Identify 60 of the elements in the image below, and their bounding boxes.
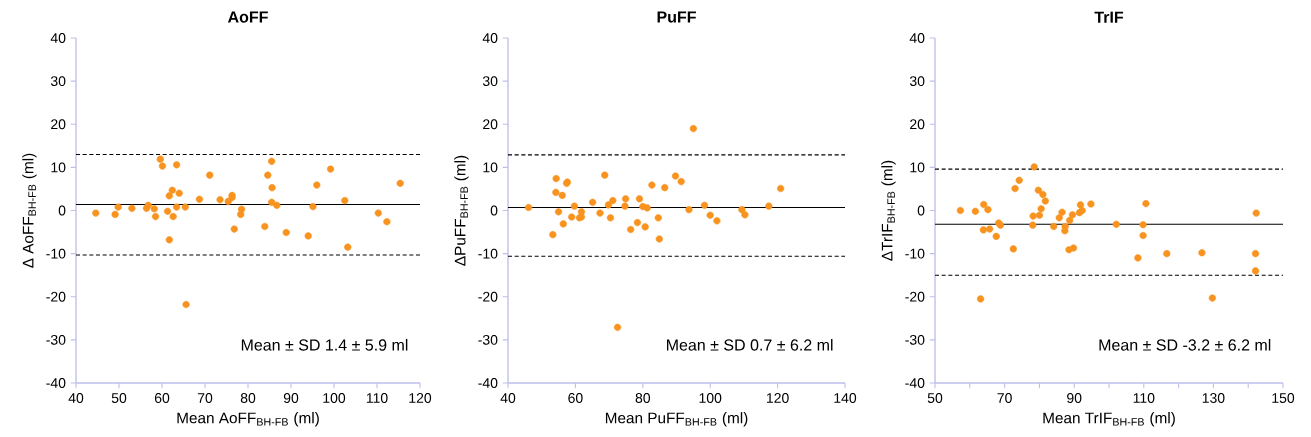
y-axis-title: ΔPuFF$_{BH-FB}$ (ml): [454, 155, 469, 266]
y-tick-label: 30: [482, 76, 498, 87]
y-tick-label: 10: [483, 162, 498, 173]
y-tick-label: -40: [46, 378, 66, 388]
y-tick-label: -10: [478, 248, 498, 259]
x-tick-label: 60: [154, 393, 170, 403]
x-tick-label: 50: [111, 393, 127, 403]
chart-title: AoFF: [227, 11, 268, 23]
annotation: Mean ± SD 0.7 ± 6.2 ml: [667, 338, 833, 351]
x-axis-title: Mean TrIF$_{BH-FB}$ (ml): [1043, 412, 1175, 427]
x-tick-label: 100: [699, 393, 722, 403]
x-tick-label: 90: [1067, 393, 1082, 403]
y-tick-label: 0: [58, 205, 66, 216]
y-tick-label: 0: [490, 205, 498, 216]
y-axis-title: ΔTrIF$_{BH-FB}$ (ml): [881, 160, 896, 261]
y-tick-label: -20: [478, 291, 498, 302]
x-tick-label: 150: [1272, 393, 1295, 403]
y-tick-label: 10: [51, 162, 66, 173]
x-tick-label: 40: [500, 393, 516, 403]
y-tick-label: -40: [478, 378, 498, 388]
x-tick-label: 130: [1202, 393, 1225, 403]
x-tick-label: 40: [68, 393, 84, 403]
y-axis-title: Δ AoFF$_{BH-FB}$ (ml): [22, 153, 37, 268]
annotation: Mean ± SD 1.4 ± 5.9 ml: [241, 338, 408, 351]
x-tick-label: 60: [568, 393, 583, 403]
x-axis-title: Mean PuFF$_{BH-FB}$ (ml): [605, 412, 748, 427]
y-tick-label: 0: [917, 205, 925, 216]
y-tick-label: 10: [910, 162, 925, 173]
x-axis-title: Mean AoFF$_{BH-FB}$ (ml): [177, 412, 319, 427]
x-tick-label: 90: [283, 393, 299, 403]
annotation: Mean ± SD -3.2 ± 6.2 ml: [1099, 338, 1271, 351]
x-tick-label: 110: [366, 393, 388, 403]
y-tick-label: -30: [46, 334, 66, 345]
x-tick-label: 100: [323, 393, 346, 403]
chart-title: PuFF: [657, 11, 696, 23]
x-tick-label: 70: [997, 393, 1012, 403]
y-tick-label: 20: [51, 119, 66, 130]
x-tick-label: 50: [927, 393, 943, 403]
x-tick-label: 120: [409, 393, 432, 403]
y-tick-label: -40: [905, 378, 925, 388]
y-tick-label: 40: [909, 33, 925, 43]
x-tick-label: 80: [240, 393, 256, 403]
y-tick-label: 20: [483, 119, 498, 130]
y-tick-label: 30: [909, 76, 925, 87]
x-tick-label: 80: [635, 393, 651, 403]
y-tick-label: -20: [905, 291, 925, 302]
y-tick-label: -30: [478, 334, 498, 345]
x-tick-label: 110: [1133, 393, 1155, 403]
y-tick-label: -30: [905, 334, 925, 345]
x-tick-label: 70: [197, 393, 213, 403]
x-tick-label: 120: [766, 393, 789, 403]
y-tick-label: -20: [46, 291, 66, 302]
y-tick-label: 20: [910, 119, 925, 130]
chart-title: TrIF: [1094, 11, 1124, 23]
y-tick-label: 40: [482, 33, 498, 43]
y-tick-label: 30: [50, 76, 66, 87]
y-tick-label: 40: [50, 33, 66, 43]
y-tick-label: -10: [905, 248, 925, 259]
y-tick-label: -10: [46, 248, 66, 259]
x-tick-label: 140: [834, 393, 857, 403]
